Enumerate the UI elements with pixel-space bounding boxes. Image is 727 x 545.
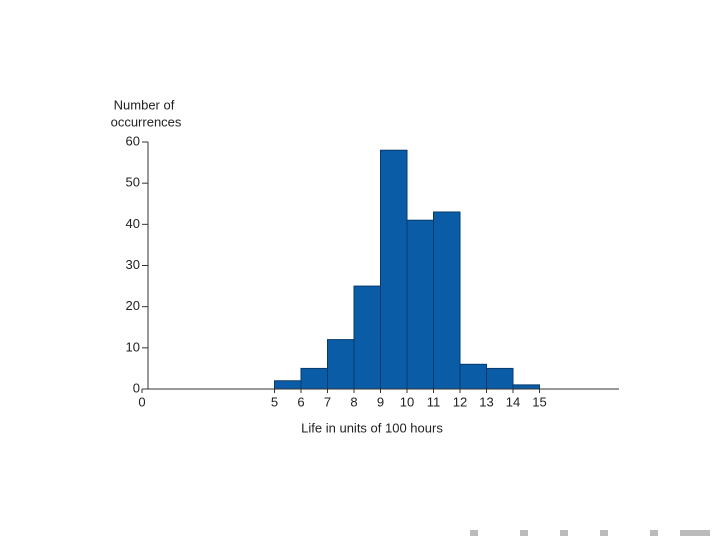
x-tick-label: 13 — [479, 394, 493, 409]
y-tick-label: 50 — [126, 175, 140, 190]
y-axis-label-line: occurrences — [111, 114, 182, 129]
y-tick-label: 40 — [126, 216, 140, 231]
bar — [327, 339, 355, 390]
bar — [353, 285, 381, 390]
bar — [459, 363, 487, 390]
bar — [300, 367, 328, 390]
bar — [406, 219, 434, 390]
y-tick-label: 20 — [126, 298, 140, 313]
bar — [274, 380, 302, 390]
x-tick-label: 8 — [350, 394, 357, 409]
y-tick-label: 10 — [126, 339, 140, 354]
x-tick-label: 11 — [427, 394, 441, 409]
x-tick-label: 12 — [453, 394, 467, 409]
x-tick-label: 9 — [377, 394, 384, 409]
bar — [433, 211, 461, 390]
y-tick-label: 60 — [126, 133, 140, 148]
bar — [380, 149, 408, 390]
y-axis-label-line: Number of — [114, 97, 175, 112]
navigation-icons — [470, 530, 710, 536]
bar — [486, 367, 514, 390]
bar — [512, 384, 540, 390]
x-tick-label: 6 — [297, 394, 304, 409]
y-tick-label: 30 — [126, 257, 140, 272]
x-tick-label: 14 — [506, 394, 520, 409]
x-axis-label: Life in units of 100 hours — [301, 420, 443, 435]
x-tick-label: 10 — [400, 394, 414, 409]
x-tick-label: 15 — [532, 394, 546, 409]
x-tick-label: 0 — [138, 394, 145, 409]
x-tick-label: 7 — [324, 394, 331, 409]
x-tick-label: 5 — [271, 394, 278, 409]
y-tick-label: 0 — [133, 380, 140, 395]
